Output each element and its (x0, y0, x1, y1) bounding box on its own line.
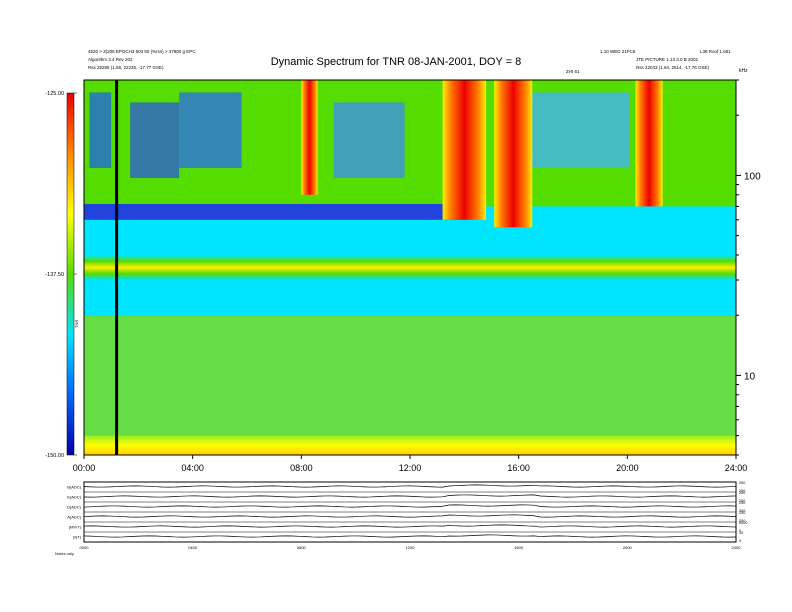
panel-right-tick: 5000 (739, 521, 747, 525)
x-tick-label: 08:00 (290, 463, 313, 473)
panel-trace (83, 504, 737, 508)
lower-x-tick-label: 1200 (406, 545, 416, 550)
band-lower_background (84, 315, 736, 436)
lower-x-tick-label: 0800 (297, 545, 307, 550)
panel-right-tick: 250 (739, 481, 745, 485)
x-tick-label: 20:00 (616, 463, 639, 473)
x-tick-label: 24:00 (725, 463, 748, 473)
panel-right-tick: 200 (739, 489, 745, 493)
spectrogram-plot (84, 80, 736, 455)
panel-label: (MV/T) (69, 525, 82, 530)
panel-right-tick: 200 (739, 509, 745, 513)
radio-burst (442, 80, 487, 220)
x-tick-label: 16:00 (507, 463, 530, 473)
lower-x-label: Notes only (55, 551, 74, 556)
spectrogram-axes: 00:00 04:00 08:00 12:00 16:00 20:00 24:00 10 100… (73, 68, 761, 473)
radio-burst (301, 80, 318, 195)
lower-x-tick-label: 0000 (80, 545, 90, 550)
lower-panels: B(ADC)250200E(ADC)250200D(ADC)250200A(AD… (55, 481, 747, 556)
lower-x-tick-label: 0400 (188, 545, 198, 550)
panel-label: B(ADC) (67, 485, 81, 490)
panel-right-tick: 0 (739, 529, 741, 533)
colorbar-label: TNR (74, 320, 79, 328)
blue-emission-patch (130, 102, 180, 179)
panel-label: E(ADC) (67, 495, 81, 500)
header-mid-tag: ZHI 61 (566, 69, 580, 74)
panel-right-tick: 250 (739, 511, 745, 515)
colorbar: -125.00 -137.50 -150.00 TNR (45, 91, 79, 459)
panel-trace (83, 494, 737, 498)
colorbar-tick-label: -137.50 (45, 272, 64, 278)
blue-emission-patch (333, 102, 405, 179)
density-boundary-strip (84, 203, 459, 220)
y-tick-label: 10 (744, 371, 756, 382)
header-right-line1: 1.10 WED 21FC5 (600, 49, 636, 54)
colorbar-tick-label: -125.00 (45, 91, 64, 97)
panel-label: D(ADC) (67, 505, 82, 510)
header-left-line1: 4520 > 3(205 EPOCH3 503 50 (%rss) > 4780… (88, 49, 196, 54)
band-uhr_line (84, 255, 736, 280)
y-tick-label: 100 (744, 171, 761, 182)
radio-burst (635, 80, 663, 207)
band-low_edge (84, 435, 736, 455)
panel-label: (NT) (73, 535, 82, 540)
panel-right-tick: 10 (739, 531, 743, 535)
panel-trace (83, 534, 737, 538)
x-tick-label: 04:00 (181, 463, 204, 473)
blue-emission-patch (524, 92, 631, 169)
panel-right-tick: 250 (739, 491, 745, 495)
panel-right-tick: 0 (739, 539, 741, 543)
lower-x-tick-label: 2000 (623, 545, 633, 550)
x-tick-label: 00:00 (73, 463, 96, 473)
panel-trace (83, 524, 737, 528)
chart-title: Dynamic Spectrum for TNR 08-JAN-2001, DO… (270, 56, 522, 68)
panel-right-tick: 200 (739, 499, 745, 503)
panel-label: A(ADC) (67, 515, 81, 520)
panel-right-tick: 250 (739, 501, 745, 505)
blue-emission-patch (89, 92, 112, 169)
lower-x-tick-label: 2400 (732, 545, 742, 550)
x-tick-label: 12:00 (399, 463, 422, 473)
colorbar-tick-label: -150.00 (45, 453, 64, 459)
radio-burst (494, 80, 533, 228)
blue-emission-patch (179, 92, 242, 169)
header-far-right: L38 Roof 1.651 (700, 49, 731, 54)
colorbar-gradient-rect (67, 93, 74, 455)
header-left-line3: Rss 25285 (1.68, 22226, -17.77 GSE) (88, 65, 164, 70)
data-gap-marker (115, 80, 119, 455)
panel-right-tick: 200 (739, 519, 745, 523)
panel-trace (83, 484, 737, 488)
header-right-line3: Rss 22043 (1.84, 2514, -17.76 GSE) (636, 65, 710, 70)
header-left-line2: Algorithm 3.4 Rev 202 (88, 57, 133, 62)
y-unit-label: kHz (739, 68, 748, 74)
lower-x-tick-label: 1600 (514, 545, 524, 550)
header-right-line2: JTE PICTURE 1.13 3.0 B 2002 (636, 57, 699, 62)
panel-trace (83, 514, 737, 518)
